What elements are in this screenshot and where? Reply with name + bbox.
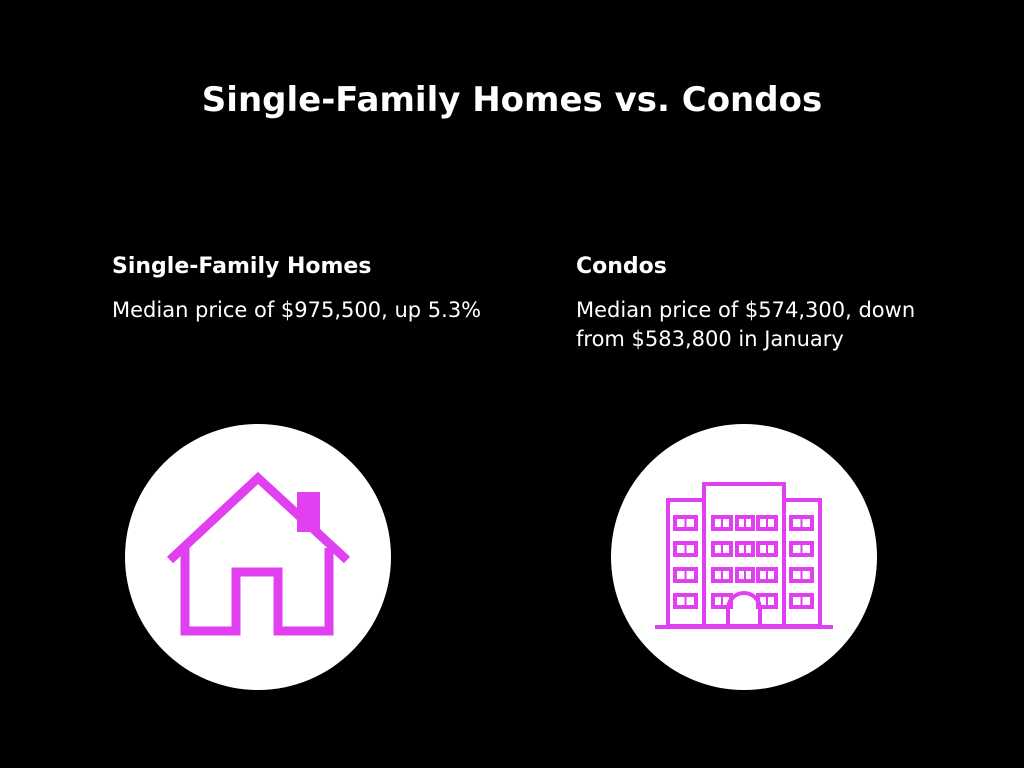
single-family-description: Median price of $975,500, up 5.3% xyxy=(112,298,482,322)
house-icon-circle xyxy=(125,424,391,690)
building-icon xyxy=(655,482,833,629)
single-family-section: Single-Family Homes Median price of $975… xyxy=(112,252,492,325)
condos-heading: Condos xyxy=(576,254,667,279)
house-icon xyxy=(166,471,351,636)
building-icon-circle xyxy=(611,424,877,690)
single-family-heading: Single-Family Homes xyxy=(112,254,372,279)
condos-section: Condos Median price of $574,300, down fr… xyxy=(576,252,936,354)
page-title: Single-Family Homes vs. Condos xyxy=(201,80,823,120)
condos-description: Median price of $574,300, down from $583… xyxy=(576,298,916,351)
